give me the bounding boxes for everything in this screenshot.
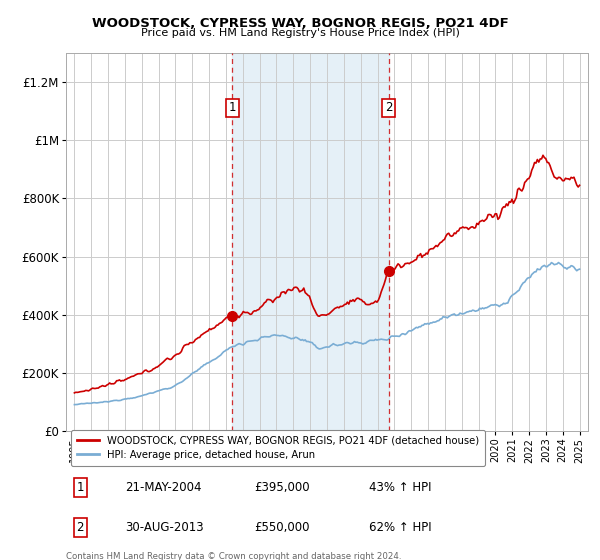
Text: 1: 1 <box>229 101 236 114</box>
Text: 2: 2 <box>76 521 84 534</box>
Text: 43% ↑ HPI: 43% ↑ HPI <box>369 481 431 494</box>
Text: 21-MAY-2004: 21-MAY-2004 <box>125 481 202 494</box>
Text: 62% ↑ HPI: 62% ↑ HPI <box>369 521 431 534</box>
Legend: WOODSTOCK, CYPRESS WAY, BOGNOR REGIS, PO21 4DF (detached house), HPI: Average pr: WOODSTOCK, CYPRESS WAY, BOGNOR REGIS, PO… <box>71 430 485 466</box>
Text: Price paid vs. HM Land Registry's House Price Index (HPI): Price paid vs. HM Land Registry's House … <box>140 28 460 38</box>
Text: £395,000: £395,000 <box>254 481 310 494</box>
Text: 2: 2 <box>385 101 392 114</box>
Text: 30-AUG-2013: 30-AUG-2013 <box>125 521 203 534</box>
Text: Contains HM Land Registry data © Crown copyright and database right 2024.
This d: Contains HM Land Registry data © Crown c… <box>66 552 401 560</box>
Bar <box>232 53 389 431</box>
Text: 1: 1 <box>76 481 84 494</box>
Text: WOODSTOCK, CYPRESS WAY, BOGNOR REGIS, PO21 4DF: WOODSTOCK, CYPRESS WAY, BOGNOR REGIS, PO… <box>92 17 508 30</box>
Text: £550,000: £550,000 <box>254 521 310 534</box>
